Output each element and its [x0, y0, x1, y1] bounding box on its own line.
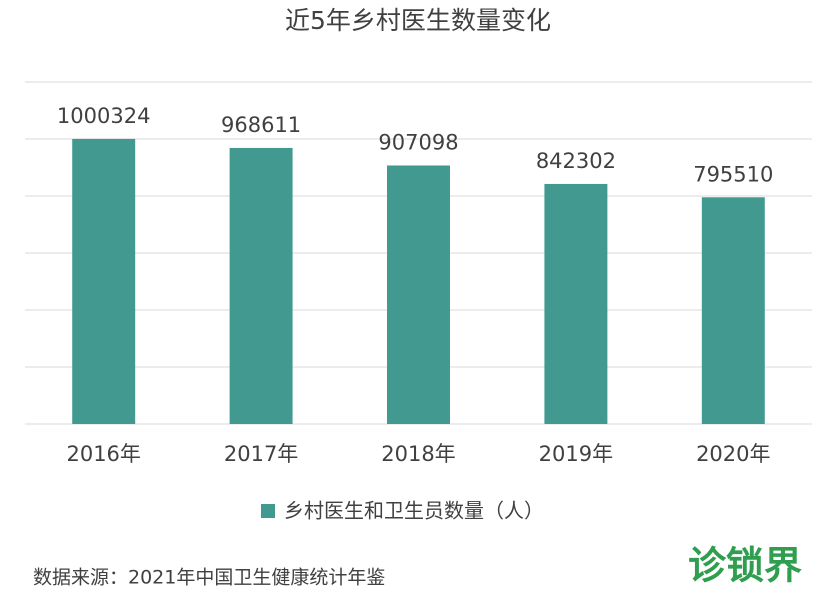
value-label: 1000324 [57, 104, 151, 128]
x-tick-label: 2017年 [224, 442, 298, 466]
source-note: 数据来源：2021年中国卫生健康统计年鉴 [33, 567, 385, 589]
watermark: 诊锁界 [688, 544, 802, 588]
legend-swatch [261, 504, 275, 518]
chart-title: 近5年乡村医生数量变化 [285, 6, 551, 35]
x-tick-label: 2016年 [66, 442, 140, 466]
value-label: 795510 [693, 162, 773, 186]
value-label: 968611 [221, 113, 301, 137]
bar [387, 165, 450, 425]
bar [229, 147, 293, 424]
bar [544, 183, 608, 424]
x-tick-label: 2018年 [381, 442, 455, 466]
legend-label: 乡村医生和卫生员数量（人） [284, 499, 544, 523]
value-label: 842302 [536, 149, 616, 173]
x-tick-label: 2019年 [539, 442, 613, 466]
x-tick-label: 2020年 [696, 442, 770, 466]
bar [701, 197, 765, 424]
value-label: 907098 [378, 130, 458, 154]
bar [72, 138, 136, 424]
